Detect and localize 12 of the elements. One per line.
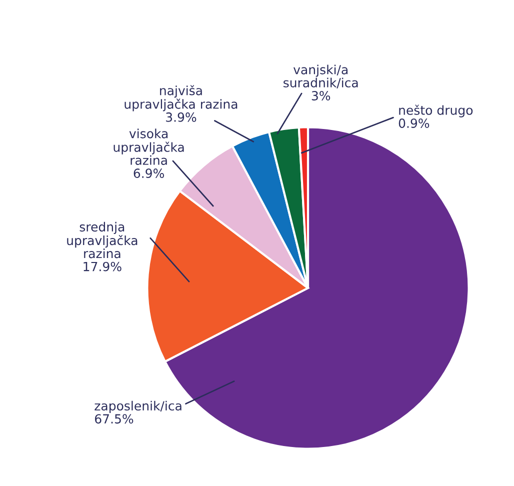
data-label: 67.5% [95, 414, 134, 424]
data-label: 3% [312, 91, 330, 100]
slice-label: najviša upravljačka razina [124, 85, 238, 112]
data-label: 17.9% [84, 262, 122, 272]
slice-label: srednja upravljačka razina [67, 222, 138, 258]
slice-label: vanjski/a suradnik/ica [284, 64, 358, 88]
slice-label: nešto drugo [399, 104, 473, 118]
data-label: 0.9% [398, 118, 430, 128]
data-label: 6.9% [134, 168, 164, 178]
slice-label: zaposlenik/ica [94, 400, 182, 413]
data-label: 3.9% [166, 112, 196, 122]
slice-label: visoka upravljačka razina [114, 128, 184, 165]
